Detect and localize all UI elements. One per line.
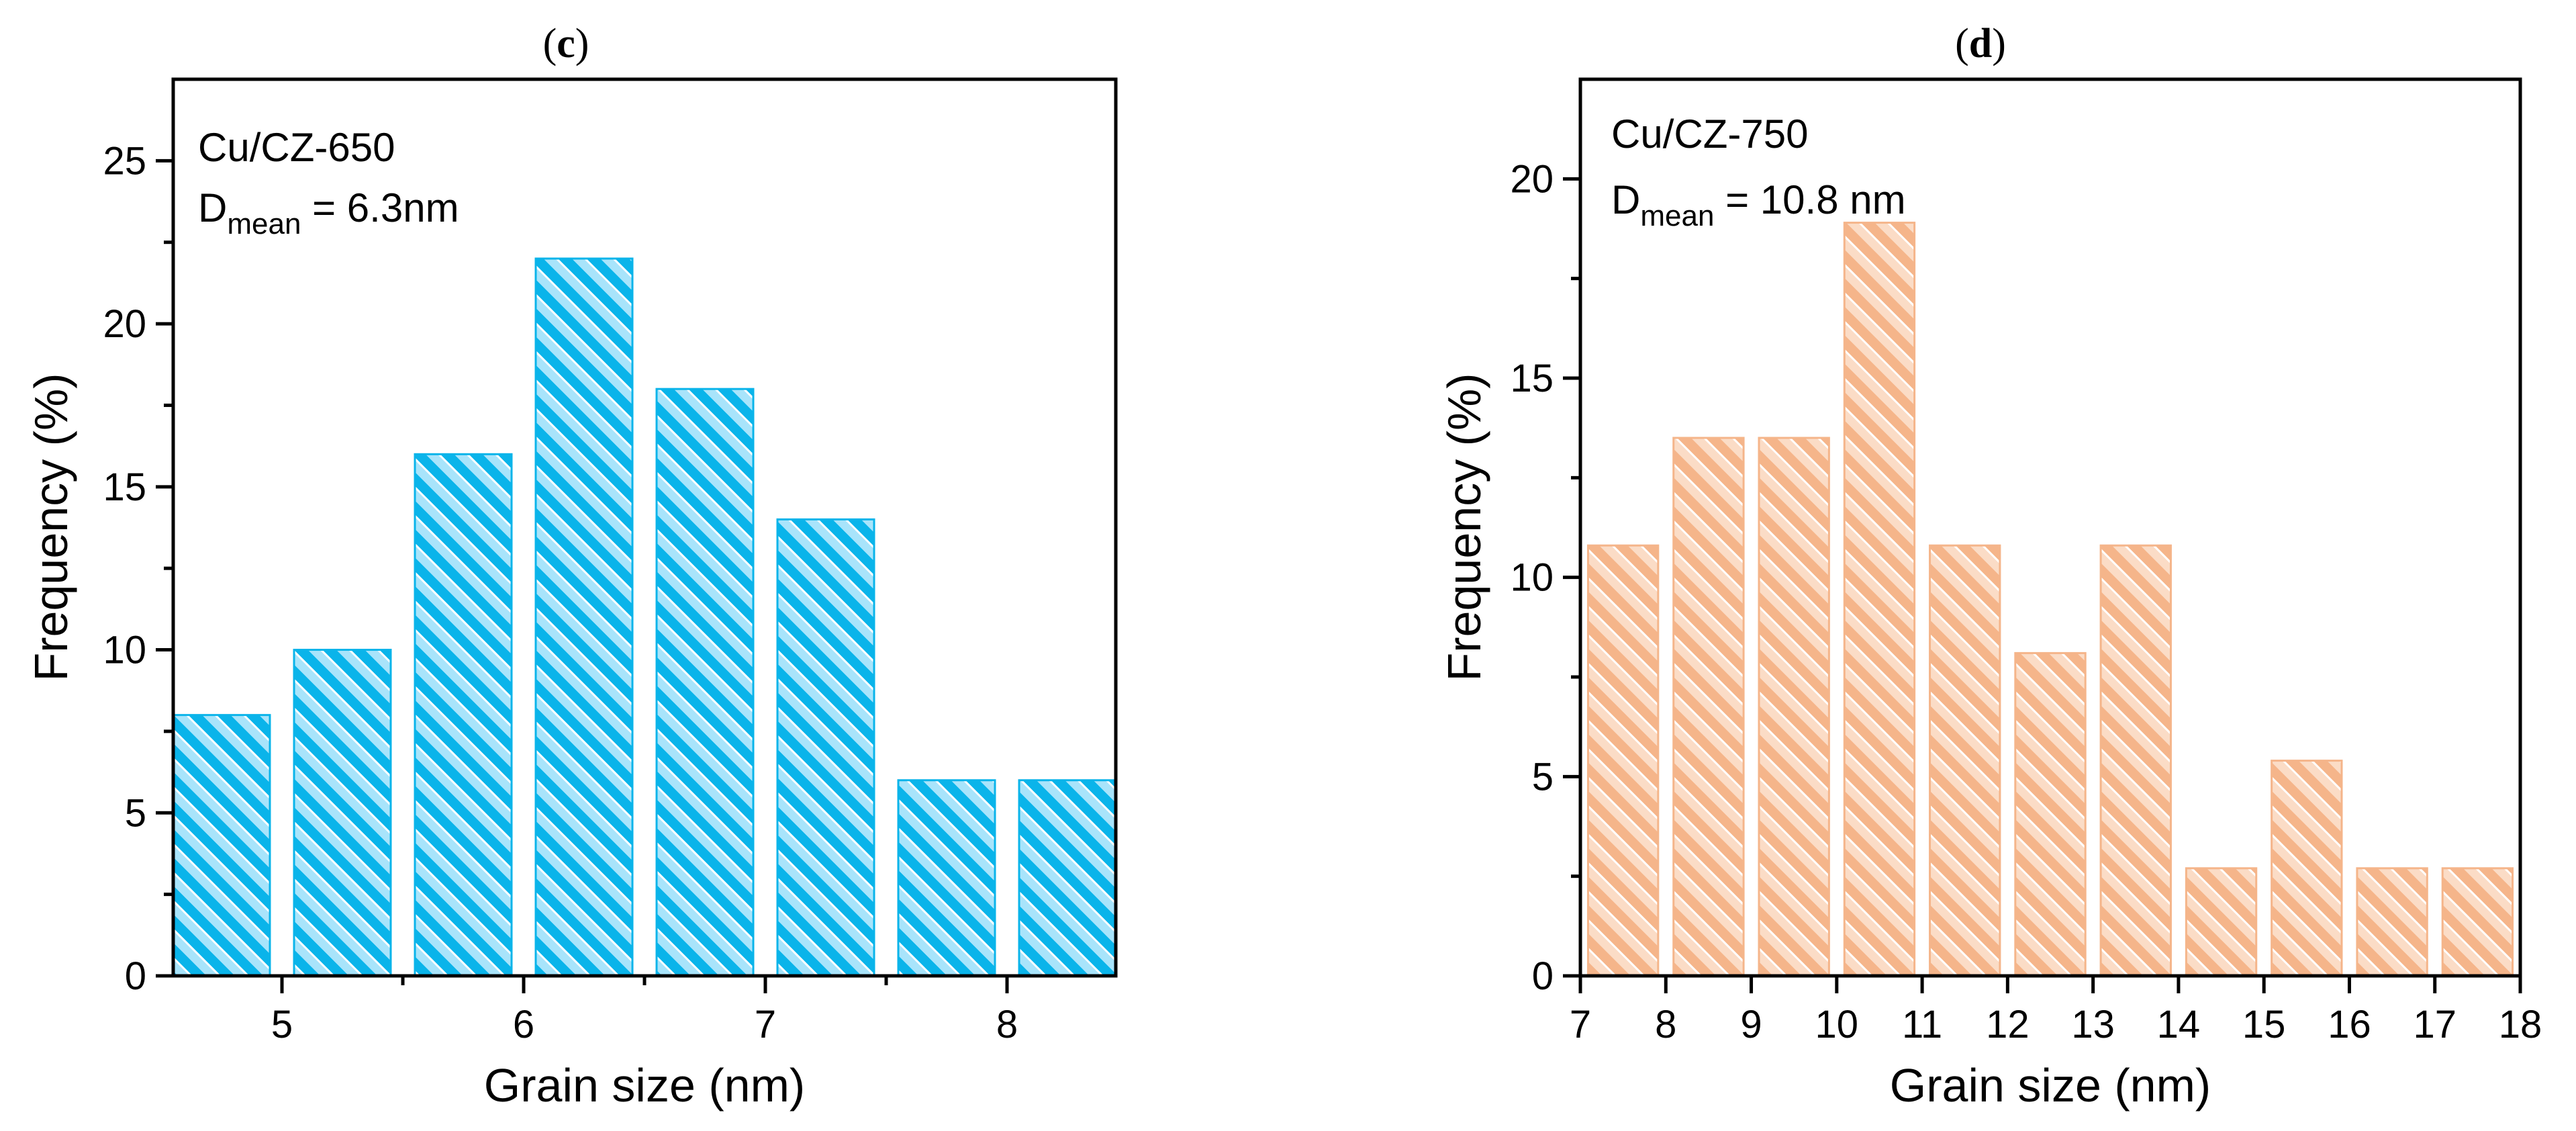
- y-tick-label-c-3: 15: [103, 465, 146, 509]
- y-axis-d: 0 5 10 15 20: [1510, 157, 1580, 998]
- y-tick-label-c-5: 25: [103, 139, 146, 183]
- x-tick-label-d-10: 17: [2413, 1003, 2456, 1046]
- x-tick-label-d-3: 10: [1815, 1003, 1859, 1046]
- y-tick-label-c-1: 5: [125, 791, 146, 835]
- plot-frame-d: [1578, 77, 2522, 978]
- bar-d-0: [1586, 544, 1660, 977]
- bar-c-6: [897, 779, 996, 977]
- x-tick-label-c-3: 8: [996, 1003, 1018, 1046]
- bar-d-7: [2185, 867, 2258, 977]
- annotation-dmean-c: Dmean = 6.3nm: [198, 185, 459, 240]
- x-tick-label-d-7: 14: [2157, 1003, 2201, 1046]
- bar-c-5: [776, 518, 875, 977]
- bar-c-7: [1018, 779, 1117, 977]
- x-tick-label-d-11: 18: [2499, 1003, 2542, 1046]
- bar-c-4: [655, 388, 755, 977]
- x-tick-label-d-9: 16: [2328, 1003, 2371, 1046]
- bar-c-2: [414, 453, 513, 977]
- bar-d-9: [2356, 867, 2428, 977]
- panel-label-c: (c): [543, 21, 589, 66]
- bars-d: [1586, 222, 2514, 977]
- bar-d-4: [1929, 544, 2001, 977]
- bar-d-5: [2014, 651, 2087, 977]
- chart-d: (d) 0 5 10 15 20 7 8 9 10 11 12 13 14 15 16 17 18 Cu/CZ…: [1438, 21, 2542, 1112]
- x-tick-label-d-2: 9: [1740, 1003, 1762, 1046]
- y-axis-title-d: Frequency (%): [1438, 373, 1490, 681]
- y-tick-label-d-2: 10: [1510, 556, 1554, 600]
- chart-c: (c) 0 5 10 15 20 25 5 6 7 8 Cu/CZ-650 Dmean = 6.…: [25, 21, 1118, 1112]
- annotation-sample-c: Cu/CZ-650: [198, 125, 395, 170]
- bar-d-3: [1843, 222, 1916, 977]
- bar-d-8: [2271, 760, 2343, 977]
- bar-d-10: [2441, 867, 2514, 977]
- x-tick-label-d-0: 7: [1570, 1003, 1591, 1046]
- x-tick-label-c-2: 7: [755, 1003, 776, 1046]
- bar-d-6: [2099, 544, 2172, 977]
- x-axis-d: 7 8 9 10 11 12 13 14 15 16 17 18: [1570, 976, 2542, 1046]
- y-tick-label-c-4: 20: [103, 302, 146, 346]
- bar-d-2: [1758, 437, 1830, 977]
- y-axis-title-c: Frequency (%): [25, 373, 77, 681]
- x-axis-title-d: Grain size (nm): [1890, 1059, 2211, 1112]
- y-tick-label-d-4: 20: [1510, 157, 1554, 201]
- x-tick-label-c-1: 6: [513, 1003, 534, 1046]
- x-tick-label-d-8: 15: [2242, 1003, 2286, 1046]
- x-tick-label-d-5: 12: [1986, 1003, 2030, 1046]
- annotation-dmean-d: Dmean = 10.8 nm: [1611, 177, 1906, 232]
- y-tick-label-d-0: 0: [1532, 954, 1554, 998]
- y-tick-label-d-3: 15: [1510, 357, 1554, 400]
- bar-c-1: [293, 649, 392, 977]
- x-axis-title-c: Grain size (nm): [484, 1059, 805, 1112]
- bar-d-1: [1672, 437, 1745, 977]
- panel-label-d: (d): [1955, 21, 2006, 66]
- x-tick-label-d-6: 13: [2071, 1003, 2115, 1046]
- y-tick-label-c-2: 10: [103, 629, 146, 672]
- y-tick-label-d-1: 5: [1532, 755, 1554, 799]
- x-tick-label-c-0: 5: [271, 1003, 293, 1046]
- annotation-sample-d: Cu/CZ-750: [1611, 111, 1808, 156]
- x-tick-label-d-1: 8: [1655, 1003, 1676, 1046]
- bar-c-0: [172, 714, 271, 977]
- bar-c-3: [534, 257, 634, 977]
- x-axis-c: 5 6 7 8: [271, 976, 1018, 1046]
- y-axis-c: 0 5 10 15 20 25: [103, 139, 173, 998]
- x-tick-label-d-4: 11: [1902, 1003, 1942, 1046]
- bars-c: [172, 257, 1117, 977]
- y-tick-label-c-0: 0: [125, 954, 146, 998]
